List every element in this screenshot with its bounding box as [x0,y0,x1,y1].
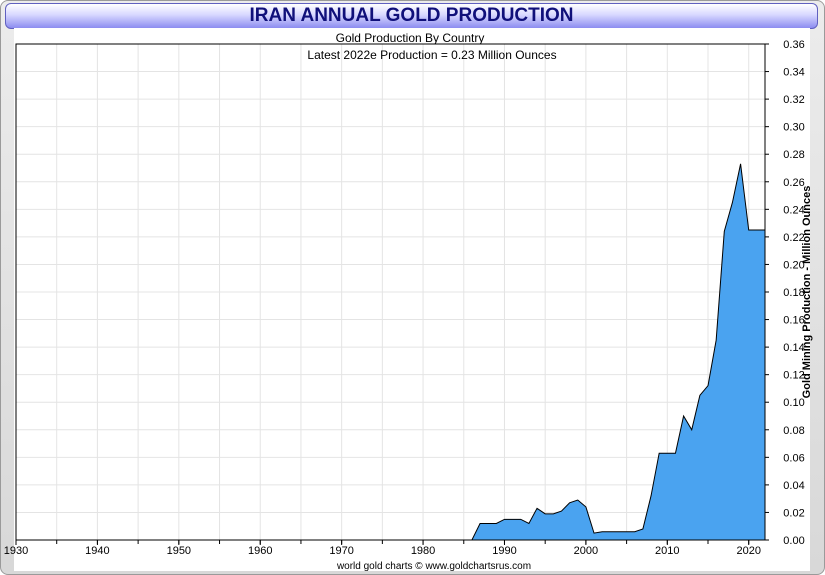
y-tick-label: 0.36 [783,39,804,51]
y-tick-label: 0.22 [783,232,804,244]
y-tick-label: 0.04 [783,480,804,492]
x-tick-label: 2020 [736,545,760,557]
chart-subtitle: Gold Production By Country [336,31,485,45]
y-tick-label: 0.24 [783,204,804,216]
y-tick-label: 0.28 [783,149,804,161]
x-tick-label: 1970 [329,545,353,557]
y-tick-label: 0.20 [783,259,804,271]
y-tick-label: 0.26 [783,177,804,189]
y-tick-label: 0.02 [783,507,804,519]
y-tick-label: 0.14 [783,342,804,354]
grid-lines [16,44,765,540]
y-tick-label: 0.16 [783,315,804,327]
x-axis-ticks: 1930 1940 1950 1960 1970 1980 1990 2000 2010 2020 [4,540,761,557]
y-tick-label: 0.00 [783,535,804,547]
y-tick-label: 0.10 [783,397,804,409]
chart-footer: world gold charts © www.goldchartsrus.co… [336,561,531,572]
x-tick-label: 2010 [655,545,679,557]
x-tick-label: 2000 [574,545,598,557]
chart-title: IRAN ANNUAL GOLD PRODUCTION [5,3,818,29]
y-tick-label: 0.32 [783,94,804,106]
y-tick-label: 0.06 [783,452,804,464]
y-axis-label: Gold Mining Production - Million Ounces [801,186,813,399]
y-tick-label: 0.34 [783,67,804,79]
production-area [16,163,765,540]
x-tick-label: 1980 [411,545,435,557]
y-tick-label: 0.18 [783,287,804,299]
y-tick-label: 0.12 [783,370,804,382]
x-tick-label: 1990 [492,545,516,557]
production-line [16,163,765,541]
x-tick-label: 1940 [85,545,109,557]
x-tick-label: 1950 [167,545,191,557]
x-tick-label: 1960 [248,545,272,557]
y-axis-ticks: 0.00 0.02 0.04 0.06 0.08 0.10 0.12 0.14 0.16 0.18… [765,39,805,547]
x-tick-label: 1930 [4,545,28,557]
y-tick-label: 0.08 [783,425,804,437]
y-tick-label: 0.30 [783,122,804,134]
chart-annotation: Latest 2022e Production = 0.23 Million O… [307,48,556,62]
